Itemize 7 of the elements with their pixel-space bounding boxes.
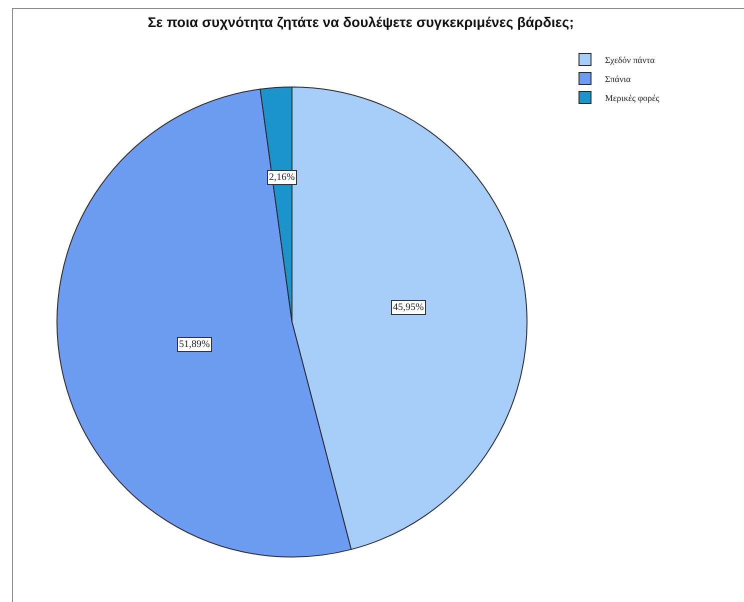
legend-label: Σπάνια xyxy=(605,74,631,84)
data-label: 45,95% xyxy=(393,302,424,313)
legend-label: Σχεδόν πάντα xyxy=(605,55,656,66)
chart-title: Σε ποια συχνότητα ζητάτε να δουλέψετε συγκεκριμένες βάρδιες; xyxy=(148,14,574,30)
data-label: 2,16% xyxy=(269,172,295,183)
data-label: 51,89% xyxy=(179,339,210,350)
legend-label: Μερικές φορές xyxy=(605,93,660,104)
